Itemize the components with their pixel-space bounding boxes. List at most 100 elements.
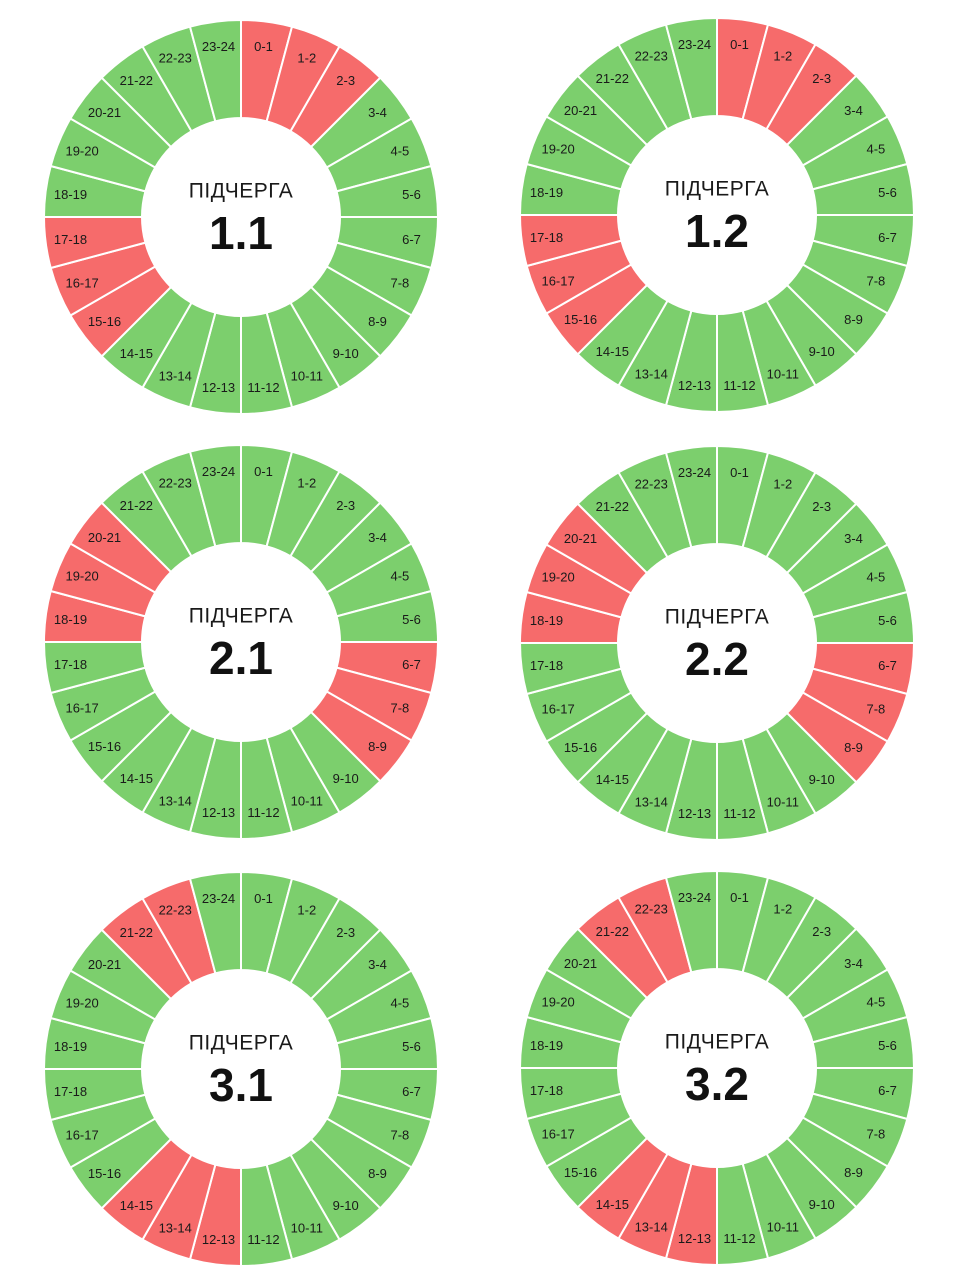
wheel-hub bbox=[143, 971, 339, 1167]
hour-label: 15-16 bbox=[88, 314, 121, 329]
hour-label: 13-14 bbox=[159, 1220, 192, 1235]
wheel-hub bbox=[143, 119, 339, 315]
hour-label: 1-2 bbox=[773, 49, 792, 64]
hour-label: 21-22 bbox=[120, 73, 153, 88]
hour-label: 12-13 bbox=[678, 1231, 711, 1246]
hour-label: 18-19 bbox=[530, 185, 563, 200]
hour-label: 1-2 bbox=[773, 477, 792, 492]
hour-label: 5-6 bbox=[402, 612, 421, 627]
hour-label: 23-24 bbox=[678, 465, 711, 480]
hour-label: 11-12 bbox=[723, 1231, 755, 1246]
subqueue-caption: ПІДЧЕРГА bbox=[189, 605, 293, 628]
hour-label: 11-12 bbox=[247, 380, 279, 395]
hour-label: 0-1 bbox=[730, 465, 749, 480]
hour-label: 21-22 bbox=[120, 925, 153, 940]
hour-label: 15-16 bbox=[564, 740, 597, 755]
hour-label: 0-1 bbox=[730, 37, 749, 52]
hour-label: 22-23 bbox=[635, 902, 668, 917]
hour-label: 15-16 bbox=[88, 1166, 121, 1181]
hour-label: 5-6 bbox=[878, 613, 897, 628]
hour-label: 12-13 bbox=[678, 806, 711, 821]
subqueue-number: 3.1 bbox=[209, 1059, 273, 1111]
hour-label: 1-2 bbox=[297, 51, 316, 66]
hour-label: 15-16 bbox=[564, 1165, 597, 1180]
hour-label: 18-19 bbox=[54, 1039, 87, 1054]
hour-label: 16-17 bbox=[541, 1126, 574, 1141]
hour-label: 7-8 bbox=[867, 701, 886, 716]
hour-segment-23-24-power bbox=[664, 16, 718, 121]
hour-label: 5-6 bbox=[878, 185, 897, 200]
subqueue-number: 2.2 bbox=[685, 633, 749, 685]
hour-label: 6-7 bbox=[402, 657, 421, 672]
wheel-hub bbox=[619, 970, 815, 1166]
hour-label: 16-17 bbox=[65, 700, 98, 715]
hour-label: 19-20 bbox=[541, 570, 574, 585]
hour-label: 16-17 bbox=[65, 275, 98, 290]
hour-label: 23-24 bbox=[202, 464, 235, 479]
hour-label: 6-7 bbox=[402, 232, 421, 247]
hour-label: 3-4 bbox=[844, 531, 863, 546]
hour-label: 6-7 bbox=[878, 1083, 897, 1098]
hour-label: 1-2 bbox=[297, 476, 316, 491]
hour-label: 3-4 bbox=[368, 105, 387, 120]
hour-label: 6-7 bbox=[878, 230, 897, 245]
schedule-wheel-1-1: 0-1 1-2 2-3 3-4 4-5 5-6 6-7 7-8 8-9 9-10 10-11 11-1… bbox=[42, 18, 440, 416]
hour-label: 9-10 bbox=[809, 344, 835, 359]
subqueue-number: 1.2 bbox=[685, 205, 749, 257]
hour-label: 8-9 bbox=[844, 1165, 863, 1180]
subqueue-caption: ПІДЧЕРГА bbox=[189, 1032, 293, 1055]
hour-label: 14-15 bbox=[596, 344, 629, 359]
hour-label: 23-24 bbox=[202, 891, 235, 906]
hour-label: 7-8 bbox=[391, 700, 410, 715]
hour-label: 10-11 bbox=[291, 793, 323, 808]
hour-label: 23-24 bbox=[678, 890, 711, 905]
hour-label: 6-7 bbox=[878, 658, 897, 673]
hour-label: 7-8 bbox=[391, 275, 410, 290]
hour-label: 13-14 bbox=[635, 1219, 668, 1234]
schedule-wheel-1-2: 0-1 1-2 2-3 3-4 4-5 5-6 6-7 7-8 8-9 9-10 10-11 11-1… bbox=[518, 16, 916, 414]
hour-label: 21-22 bbox=[596, 924, 629, 939]
hour-label: 17-18 bbox=[530, 1083, 563, 1098]
hour-label: 0-1 bbox=[254, 39, 273, 54]
hour-label: 2-3 bbox=[812, 924, 831, 939]
hour-label: 19-20 bbox=[65, 569, 98, 584]
hour-label: 18-19 bbox=[54, 612, 87, 627]
hour-label: 14-15 bbox=[120, 346, 153, 361]
hour-label: 10-11 bbox=[767, 794, 799, 809]
subqueue-number: 3.2 bbox=[685, 1058, 749, 1110]
hour-segment-23-24-power bbox=[664, 869, 718, 974]
schedule-wheel-3-2: 0-1 1-2 2-3 3-4 4-5 5-6 6-7 7-8 8-9 9-10 10-11 11-1… bbox=[518, 869, 916, 1267]
hour-label: 2-3 bbox=[812, 499, 831, 514]
subqueue-caption: ПІДЧЕРГА bbox=[665, 606, 769, 629]
hour-label: 3-4 bbox=[844, 956, 863, 971]
wheel-hub bbox=[619, 545, 815, 741]
hour-label: 17-18 bbox=[530, 230, 563, 245]
hour-label: 13-14 bbox=[159, 368, 192, 383]
hour-label: 22-23 bbox=[159, 51, 192, 66]
hour-label: 14-15 bbox=[120, 1198, 153, 1213]
hour-label: 0-1 bbox=[254, 891, 273, 906]
hour-label: 4-5 bbox=[867, 570, 886, 585]
hour-label: 3-4 bbox=[368, 957, 387, 972]
hour-label: 22-23 bbox=[159, 903, 192, 918]
hour-label: 7-8 bbox=[867, 1126, 886, 1141]
hour-label: 17-18 bbox=[54, 1084, 87, 1099]
hour-label: 20-21 bbox=[88, 957, 121, 972]
schedule-wheel-2-2: 0-1 1-2 2-3 3-4 4-5 5-6 6-7 7-8 8-9 9-10 10-11 11-1… bbox=[518, 444, 916, 842]
subqueue-caption: ПІДЧЕРГА bbox=[665, 1031, 769, 1054]
hour-label: 10-11 bbox=[767, 366, 799, 381]
hour-label: 9-10 bbox=[333, 1198, 359, 1213]
hour-label: 19-20 bbox=[65, 996, 98, 1011]
hour-label: 8-9 bbox=[368, 314, 387, 329]
subqueue-number: 1.1 bbox=[209, 207, 273, 259]
hour-label: 17-18 bbox=[54, 232, 87, 247]
schedule-wheel-2-1: 0-1 1-2 2-3 3-4 4-5 5-6 6-7 7-8 8-9 9-10 10-11 11-1… bbox=[42, 443, 440, 841]
hour-label: 5-6 bbox=[402, 187, 421, 202]
subqueue-caption: ПІДЧЕРГА bbox=[189, 180, 293, 203]
hour-label: 2-3 bbox=[336, 498, 355, 513]
hour-label: 8-9 bbox=[368, 1166, 387, 1181]
hour-label: 11-12 bbox=[247, 805, 279, 820]
hour-label: 4-5 bbox=[391, 996, 410, 1011]
hour-label: 17-18 bbox=[530, 658, 563, 673]
